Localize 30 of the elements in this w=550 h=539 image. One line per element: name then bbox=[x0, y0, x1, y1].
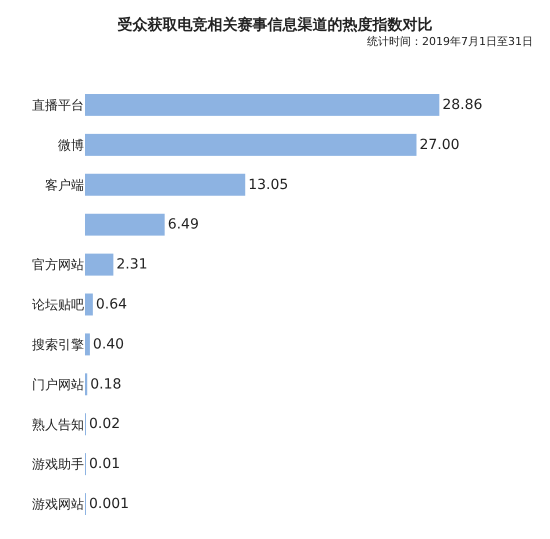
data-label: 13.05 bbox=[248, 176, 288, 193]
y-tick-label: 论坛贴吧 bbox=[32, 298, 84, 314]
y-tick-label: 熟人告知 bbox=[32, 418, 84, 433]
data-label: 0.40 bbox=[92, 336, 124, 352]
bar bbox=[85, 294, 93, 316]
y-tick-label: 门户网站 bbox=[32, 376, 84, 393]
data-label: 6.49 bbox=[168, 216, 199, 233]
chart-subtitle: 统计时间：2019年7月1日至31日 bbox=[367, 35, 533, 48]
data-label: 28.86 bbox=[442, 96, 482, 113]
bar bbox=[85, 174, 246, 196]
data-label: 0.64 bbox=[96, 296, 128, 312]
y-tick-label: 客户端 bbox=[45, 177, 84, 194]
bar bbox=[85, 134, 416, 156]
data-label: 0.18 bbox=[90, 376, 122, 392]
data-label: 0.001 bbox=[89, 496, 130, 512]
bar bbox=[85, 333, 90, 356]
chart-title: 受众获取电竞相关赛事信息渠道的热度指数对比 bbox=[116, 15, 432, 34]
y-tick-label: 微博 bbox=[58, 138, 84, 154]
data-label: 0.01 bbox=[89, 456, 120, 472]
y-tick-label: 搜索引擎 bbox=[32, 338, 84, 353]
y-tick-label: 游戏助手 bbox=[32, 458, 84, 473]
bar bbox=[85, 94, 440, 116]
bar bbox=[85, 214, 165, 236]
y-tick-label: 直播平台 bbox=[32, 98, 84, 114]
bar bbox=[85, 254, 114, 276]
data-label: 0.02 bbox=[89, 416, 120, 432]
y-tick-label: 游戏网站 bbox=[32, 498, 84, 513]
data-label: 27.00 bbox=[419, 136, 460, 153]
data-label: 2.31 bbox=[116, 256, 148, 273]
y-tick-label: 官方网站 bbox=[32, 257, 84, 274]
